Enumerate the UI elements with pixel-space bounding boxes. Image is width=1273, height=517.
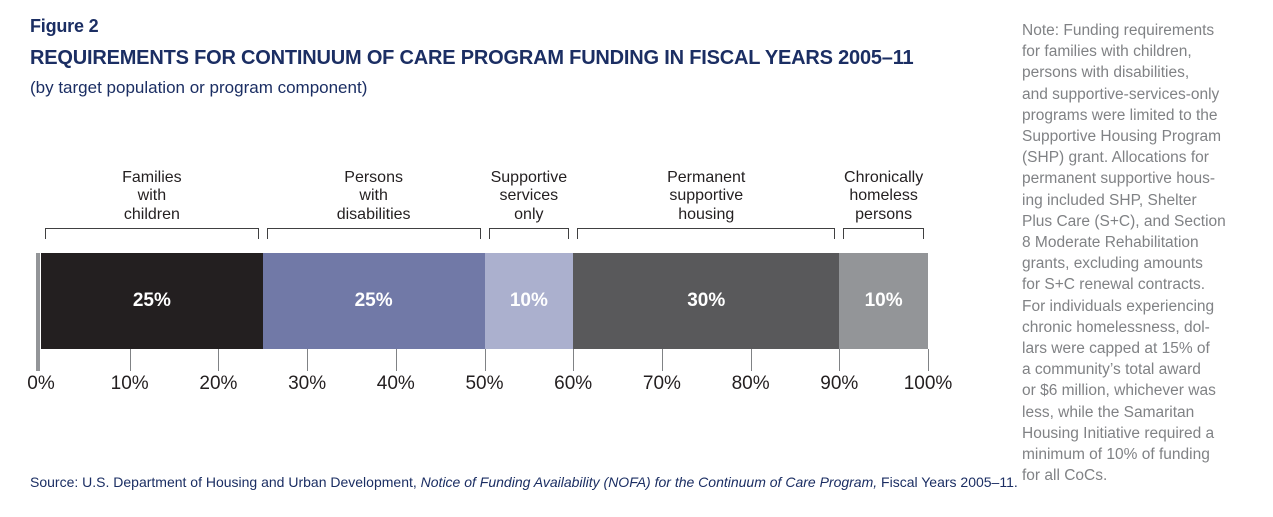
figure-subtitle: (by target population or program compone… <box>30 78 368 97</box>
category-label: Permanent supportive housing <box>667 168 746 223</box>
axis-tick <box>750 349 752 371</box>
axis-tick-label: 40% <box>376 373 415 394</box>
title-block: Figure 2 REQUIREMENTS FOR CONTINUUM OF C… <box>30 16 980 98</box>
source-citation-italic: Notice of Funding Availability (NOFA) fo… <box>420 474 878 490</box>
category-bracket-line <box>488 228 570 239</box>
category-label: Persons with disabilities <box>336 168 411 223</box>
axis-tick-label: 60% <box>554 373 593 394</box>
axis-tick-label: 90% <box>820 373 859 394</box>
bar-segment: 25% <box>41 253 263 349</box>
axis-tick <box>928 349 929 371</box>
bar-segment: 10% <box>839 253 928 349</box>
axis-tick <box>218 349 220 371</box>
category-bracket <box>839 228 928 241</box>
stacked-bar-chart: Families with children Persons with disab… <box>27 160 952 397</box>
bar-segment-value: 25% <box>132 290 171 311</box>
category-bracket <box>41 228 263 241</box>
axis-tick <box>839 349 841 371</box>
bar-segment: 10% <box>484 253 574 349</box>
bar-segment: 30% <box>573 253 840 349</box>
figure-title: REQUIREMENTS FOR CONTINUUM OF CARE PROGR… <box>30 47 914 69</box>
axis-tick-label: 10% <box>110 373 149 394</box>
note-text: Note: Funding requirements for families … <box>1022 22 1226 485</box>
axis-tick <box>484 349 486 371</box>
axis-tick <box>395 349 397 371</box>
figure-label: Figure 2 <box>30 16 99 36</box>
axis-tick-label: 20% <box>199 373 238 394</box>
axis-tick <box>129 349 131 371</box>
axis-tick-label: 70% <box>642 373 681 394</box>
category-label: Chronically homeless persons <box>844 168 924 223</box>
axis-tick-label: 0% <box>27 373 55 394</box>
bar-segment-value: 25% <box>354 290 393 311</box>
x-axis-tick-labels: 0% 10% 20% 30% 40% 50% 60% 70% 80% 90% 100% <box>27 373 952 397</box>
source-note: Source: U.S. Department of Housing and U… <box>30 474 1018 490</box>
category-bracket <box>263 228 485 241</box>
axis-tick-label: 30% <box>288 373 327 394</box>
axis-zero-line <box>36 253 40 371</box>
category-bracket-line <box>577 228 836 239</box>
axis-tick-label: 50% <box>465 373 504 394</box>
x-axis <box>41 349 929 371</box>
category-bracket-line <box>843 228 924 239</box>
bar-segment-value: 10% <box>864 290 903 311</box>
category-bracket <box>573 228 839 241</box>
category-label: Families with children <box>122 168 182 223</box>
category-labels-row: Families with children Persons with disab… <box>41 160 928 224</box>
axis-tick <box>661 349 663 371</box>
bar-segment: 25% <box>262 253 485 349</box>
bar-segment-value: 30% <box>687 290 726 311</box>
category-bracket <box>485 228 574 241</box>
axis-tick-label: 100% <box>903 373 953 394</box>
source-text: Source: U.S. Department of Housing and U… <box>30 474 421 490</box>
category-bracket-line <box>266 228 481 239</box>
category-brackets-row <box>41 228 928 241</box>
axis-tick-label: 80% <box>731 373 770 394</box>
axis-tick <box>573 349 575 371</box>
category-bracket-line <box>45 228 259 239</box>
category-label: Supportive services only <box>490 168 568 223</box>
axis-tick <box>307 349 309 371</box>
stacked-bar: 25% 25% 10% 30% 10% <box>41 253 928 349</box>
bar-segment-value: 10% <box>509 290 548 311</box>
source-years: Fiscal Years 2005–11. <box>877 474 1018 490</box>
